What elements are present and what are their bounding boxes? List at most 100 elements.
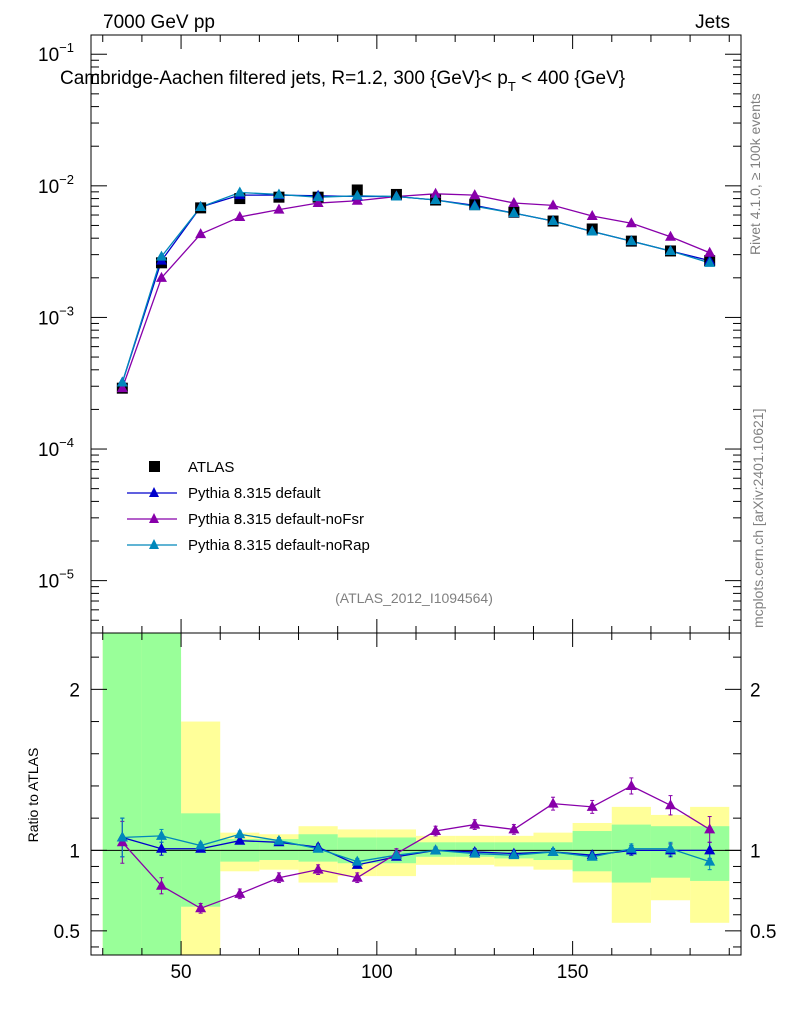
- x-tick-label-50: 50: [170, 962, 191, 983]
- main-marker-s3-14: [665, 244, 677, 255]
- ratio-marker-s1-6: [351, 871, 363, 882]
- ratio-marker-s2-15: [704, 855, 716, 866]
- main-marker-s3-4: [273, 188, 285, 199]
- main-marker-s3-10: [508, 207, 520, 218]
- ratio-marker-s1-10: [508, 823, 520, 834]
- ratio-marker-s2-9: [469, 847, 481, 858]
- x-tick-label-150: 150: [557, 962, 589, 983]
- legend-marker-default: [149, 487, 159, 497]
- rivet-version-label: Rivet 4.1.0, ≥ 100k events: [747, 93, 763, 255]
- y-tick-label-exp-1: −2: [59, 172, 74, 187]
- legend-label-norap: Pythia 8.315 default-noRap: [188, 537, 370, 554]
- legend-marker-nofsr: [149, 513, 159, 523]
- y-tick-label-base-4: 10: [38, 572, 59, 593]
- ratio-marker-s1-5: [312, 863, 324, 874]
- main-marker-s2-3: [234, 210, 246, 221]
- ratio-marker-s1-11: [547, 797, 559, 808]
- ratio-marker-s0-3: [234, 834, 246, 845]
- ratio-y-label-left-2: 2: [69, 680, 80, 701]
- main-marker-s3-11: [547, 215, 559, 226]
- main-marker-s3-1: [155, 250, 167, 261]
- main-marker-s2-2: [195, 228, 207, 239]
- ratio-marker-s1-2: [195, 902, 207, 913]
- ratio-marker-s2-10: [508, 849, 520, 860]
- ratio-marker-s1-8: [430, 825, 442, 836]
- legend-label-atlas: ATLAS: [188, 459, 234, 476]
- main-line-series-2: [121, 193, 710, 389]
- main-marker-s3-0: [116, 376, 128, 387]
- y-tick-label-base-2: 10: [38, 308, 59, 329]
- main-marker-s2-12: [586, 209, 598, 220]
- axis-ticks: [91, 35, 741, 955]
- main-marker-s3-3: [234, 186, 246, 197]
- ratio-line-series-2: [122, 833, 710, 863]
- main-marker-s2-9: [469, 189, 481, 200]
- main-marker-s3-5: [312, 191, 324, 202]
- legend-label-default: Pythia 8.315 default: [188, 485, 321, 502]
- ratio-marker-s2-5: [312, 842, 324, 853]
- y-tick-labels: 10−110−210−310−410−50.5 0.51 12 2: [38, 40, 776, 943]
- y-tick-label-base-1: 10: [38, 177, 59, 198]
- ratio-y-axis-title: Ratio to ATLAS: [25, 748, 41, 843]
- ratio-marker-s2-12: [586, 850, 598, 861]
- main-marker-s3-7: [390, 190, 402, 201]
- ratio-marker-s2-0: [116, 831, 128, 842]
- band-inner-4: [259, 839, 299, 861]
- ratio-marker-s2-3: [234, 828, 246, 839]
- ratio-line-series-1: [121, 785, 711, 910]
- ratio-y-label-left-1: 1: [69, 841, 80, 862]
- band-inner-1: [141, 633, 182, 955]
- main-marker-s2-4: [273, 203, 285, 214]
- ratio-marker-s2-8: [430, 844, 442, 855]
- legend: ATLAS Pythia 8.315 default Pythia 8.315 …: [127, 459, 370, 554]
- legend-marker-norap: [149, 539, 159, 549]
- category-label: Jets: [695, 12, 730, 33]
- y-tick-label-main-0: 10−1: [38, 40, 74, 66]
- ratio-marker-s0-15: [704, 844, 716, 855]
- ratio-marker-s2-4: [273, 834, 285, 845]
- ratio-marker-s1-14: [665, 799, 677, 810]
- main-marker-s2-10: [508, 197, 520, 208]
- ratio-marker-s2-1: [155, 829, 167, 840]
- y-tick-label-exp-0: −1: [59, 40, 74, 55]
- ratio-marker-s1-1: [155, 879, 167, 890]
- band-inner-0: [102, 633, 142, 955]
- main-marker-s2-11: [547, 199, 559, 210]
- main-marker-s2-5: [312, 197, 324, 208]
- main-marker-s2-14: [665, 230, 677, 241]
- x-tick-labels: 50 100 150: [170, 962, 588, 983]
- main-marker-s2-1: [155, 271, 167, 282]
- y-tick-label-exp-3: −4: [59, 435, 74, 450]
- ratio-marker-s1-3: [234, 887, 246, 898]
- ratio-marker-s2-11: [547, 845, 559, 856]
- ratio-y-label-left-0.5: 0.5: [54, 922, 80, 943]
- ratio-y-label-right-0.5: 0.5: [750, 922, 776, 943]
- y-tick-label-main-2: 10−3: [38, 303, 74, 329]
- y-tick-label-base-3: 10: [38, 440, 59, 461]
- main-marker-s3-15: [704, 256, 716, 267]
- ratio-marker-s1-4: [273, 871, 285, 882]
- main-marker-s3-2: [195, 201, 207, 212]
- series-markers: [116, 184, 716, 913]
- y-tick-label-main-1: 10−2: [38, 172, 74, 198]
- main-marker-s3-12: [586, 225, 598, 236]
- main-marker-s3-6: [351, 189, 363, 200]
- uncertainty-bands: [91, 633, 741, 955]
- energy-label: 7000 GeV pp: [103, 12, 215, 33]
- ratio-marker-s2-2: [195, 839, 207, 850]
- ratio-marker-s2-7: [390, 849, 402, 860]
- legend-label-nofsr: Pythia 8.315 default-noFsr: [188, 511, 364, 528]
- main-line-series-3: [121, 191, 710, 383]
- main-marker-s2-13: [625, 217, 637, 228]
- y-tick-label-base-0: 10: [38, 45, 59, 66]
- y-tick-label-main-3: 10−4: [38, 435, 74, 461]
- ratio-marker-s0-1: [155, 842, 167, 853]
- band-inner-2: [181, 813, 221, 907]
- main-marker-s2-0: [116, 382, 128, 393]
- analysis-id-label: (ATLAS_2012_I1094564): [335, 590, 493, 606]
- ratio-marker-s1-12: [586, 800, 598, 811]
- plot-title: Cambridge-Aachen filtered jets, R=1.2, 3…: [60, 68, 625, 94]
- ratio-marker-s2-6: [351, 855, 363, 866]
- legend-marker-atlas: [149, 461, 160, 472]
